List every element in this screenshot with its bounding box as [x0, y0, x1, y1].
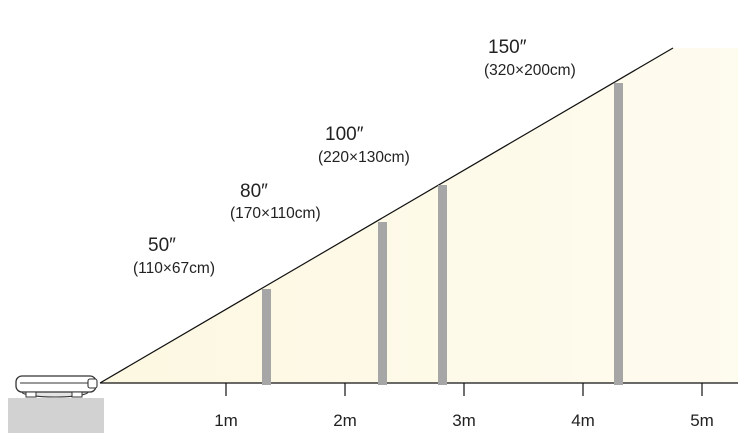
axis-ticks	[225, 383, 703, 396]
screen-size-label: 150″	[488, 37, 527, 58]
tick-label-5m: 5m	[690, 411, 714, 430]
tick-label-3m: 3m	[452, 411, 476, 430]
screen-size-label: 50″	[148, 235, 176, 256]
screen-dimensions-label: (170×110cm)	[230, 205, 321, 222]
axis-tick-labels: 1m 2m 3m 4m 5m	[214, 411, 714, 430]
projector-icon	[15, 375, 98, 398]
screen-size-label: 80″	[240, 181, 268, 202]
tick-label-1m: 1m	[214, 411, 238, 430]
screen-dimensions-label: (110×67cm)	[133, 260, 215, 277]
tick-label-4m: 4m	[571, 411, 595, 430]
screen-labels: 50″ (110×67cm) 80″ (170×110cm) 100″ (220…	[133, 37, 576, 277]
projection-beam	[100, 48, 738, 383]
screen-dimensions-label: (320×200cm)	[484, 62, 576, 79]
screen-dimensions-label: (220×130cm)	[318, 149, 410, 166]
table-surface	[8, 398, 104, 433]
beam-edge-line	[99, 47, 674, 384]
screen-bar-150in	[614, 83, 623, 385]
screen-bar-50in	[262, 289, 271, 385]
screen-bar-80in	[378, 222, 387, 385]
screen-bars	[262, 83, 623, 385]
screen-bar-100in	[438, 185, 447, 385]
screen-size-label: 100″	[325, 124, 364, 145]
tick-label-2m: 2m	[333, 411, 357, 430]
